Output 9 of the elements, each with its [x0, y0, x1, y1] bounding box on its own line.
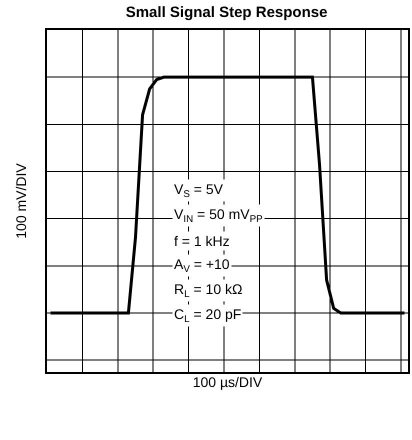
- annotation: f = 1 kHz: [174, 233, 230, 249]
- annotation: A$_{V}$ = +10: [174, 256, 230, 275]
- annotation: C$_{L}$ = 20 pF: [174, 306, 242, 325]
- annotation: V$_{IN}$ = 50 mV$_{PP}$: [174, 206, 264, 225]
- y-axis-title: 100 mV/DIV: [13, 162, 30, 239]
- chart-title: Small Signal Step Response: [126, 4, 328, 22]
- annotation: V$_{S}$ = 5V: [174, 181, 224, 200]
- x-axis-title: 100 µs/DIV: [192, 374, 263, 390]
- annotation: R$_{L}$ = 10 kΩ: [174, 281, 242, 300]
